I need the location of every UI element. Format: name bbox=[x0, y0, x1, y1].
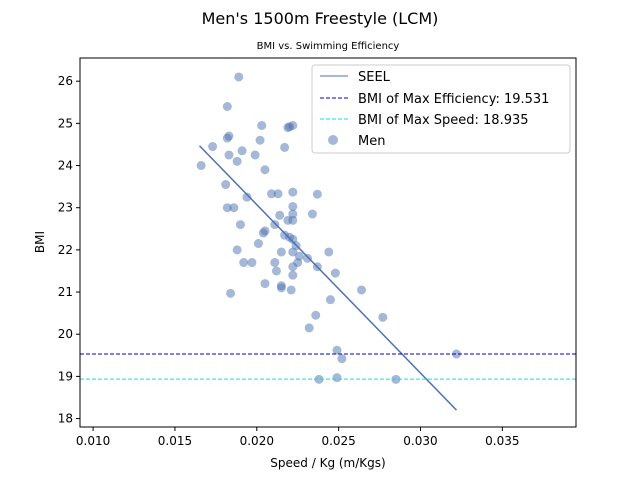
data-point bbox=[242, 192, 252, 202]
data-point bbox=[235, 220, 245, 230]
axes: 0.010 0.015 0.020 0.025 0.030 0.035 18 19 20 21 22… bbox=[58, 74, 520, 448]
data-point bbox=[255, 135, 265, 145]
data-point bbox=[237, 146, 247, 156]
data-point bbox=[311, 310, 321, 320]
data-point bbox=[260, 165, 270, 175]
data-point bbox=[303, 253, 313, 263]
data-point bbox=[288, 201, 298, 211]
data-point bbox=[288, 120, 298, 130]
data-point bbox=[288, 215, 298, 225]
data-point bbox=[357, 285, 367, 295]
legend-label-seel: SEEL bbox=[358, 70, 391, 85]
data-point bbox=[276, 247, 286, 257]
legend-swatch-men bbox=[328, 135, 338, 145]
data-point bbox=[314, 374, 324, 384]
data-point bbox=[260, 279, 270, 289]
data-point bbox=[224, 150, 234, 160]
chart-title: Men's 1500m Freestyle (LCM) bbox=[202, 9, 439, 28]
data-point bbox=[325, 295, 335, 305]
legend-label-men: Men bbox=[358, 134, 385, 149]
data-point bbox=[270, 258, 280, 268]
seel-fit-line bbox=[198, 145, 458, 411]
data-point bbox=[452, 349, 462, 359]
y-tick-label: 21 bbox=[58, 285, 73, 299]
data-point bbox=[270, 220, 280, 230]
data-point bbox=[232, 245, 242, 255]
y-tick-label: 25 bbox=[58, 116, 73, 130]
data-point bbox=[304, 323, 314, 333]
data-point bbox=[221, 180, 231, 190]
x-tick-label: 0.020 bbox=[240, 434, 274, 448]
data-point bbox=[378, 312, 388, 322]
chart-subtitle: BMI vs. Swimming Efficiency bbox=[257, 41, 400, 52]
y-tick-label: 22 bbox=[58, 243, 73, 257]
data-point bbox=[276, 283, 286, 293]
x-tick-label: 0.010 bbox=[76, 434, 110, 448]
data-point bbox=[247, 258, 257, 268]
data-point bbox=[275, 210, 285, 220]
y-axis-label: BMI bbox=[33, 231, 47, 253]
x-tick-label: 0.035 bbox=[485, 434, 519, 448]
data-point bbox=[222, 101, 232, 111]
data-point bbox=[288, 247, 298, 257]
data-point bbox=[253, 239, 263, 249]
data-point bbox=[324, 247, 334, 257]
data-point bbox=[307, 209, 317, 219]
plot-frame bbox=[79, 57, 577, 428]
data-point bbox=[232, 156, 242, 166]
y-tick-label: 23 bbox=[58, 201, 73, 215]
x-axis-label: Speed / Kg (m/Kgs) bbox=[270, 456, 385, 470]
data-point bbox=[229, 203, 239, 213]
data-point bbox=[286, 285, 296, 295]
x-tick-label: 0.025 bbox=[321, 434, 355, 448]
data-point bbox=[332, 373, 342, 383]
data-point bbox=[239, 258, 249, 268]
legend: SEEL BMI of Max Efficiency: 19.531 BMI o… bbox=[311, 64, 571, 154]
data-point bbox=[258, 228, 268, 238]
y-tick-label: 24 bbox=[58, 159, 73, 173]
data-point bbox=[330, 268, 340, 278]
data-point bbox=[196, 161, 206, 171]
data-point bbox=[226, 288, 236, 298]
legend-label-max-speed: BMI of Max Speed: 18.935 bbox=[358, 113, 529, 128]
data-point bbox=[250, 150, 260, 160]
data-point bbox=[288, 270, 298, 280]
data-point bbox=[267, 189, 277, 199]
x-tick-label: 0.030 bbox=[403, 434, 437, 448]
data-point bbox=[208, 142, 218, 152]
data-point bbox=[288, 187, 298, 197]
data-point bbox=[271, 266, 281, 276]
data-point bbox=[257, 120, 267, 130]
y-tick-label: 19 bbox=[58, 369, 73, 383]
legend-label-max-efficiency: BMI of Max Efficiency: 19.531 bbox=[358, 92, 549, 107]
data-point bbox=[288, 209, 298, 219]
plot-area bbox=[80, 72, 576, 411]
data-point bbox=[273, 189, 283, 199]
data-point bbox=[234, 72, 244, 82]
y-tick-label: 18 bbox=[58, 412, 73, 426]
data-point bbox=[288, 262, 298, 272]
legend-box bbox=[311, 64, 571, 154]
data-point bbox=[222, 203, 232, 213]
x-tick-label: 0.015 bbox=[158, 434, 192, 448]
data-point bbox=[337, 354, 347, 364]
data-point bbox=[312, 189, 322, 199]
data-point bbox=[280, 142, 290, 152]
y-tick-label: 26 bbox=[58, 74, 73, 88]
data-point bbox=[222, 133, 232, 143]
y-tick-label: 20 bbox=[58, 327, 73, 341]
data-point bbox=[332, 345, 342, 355]
